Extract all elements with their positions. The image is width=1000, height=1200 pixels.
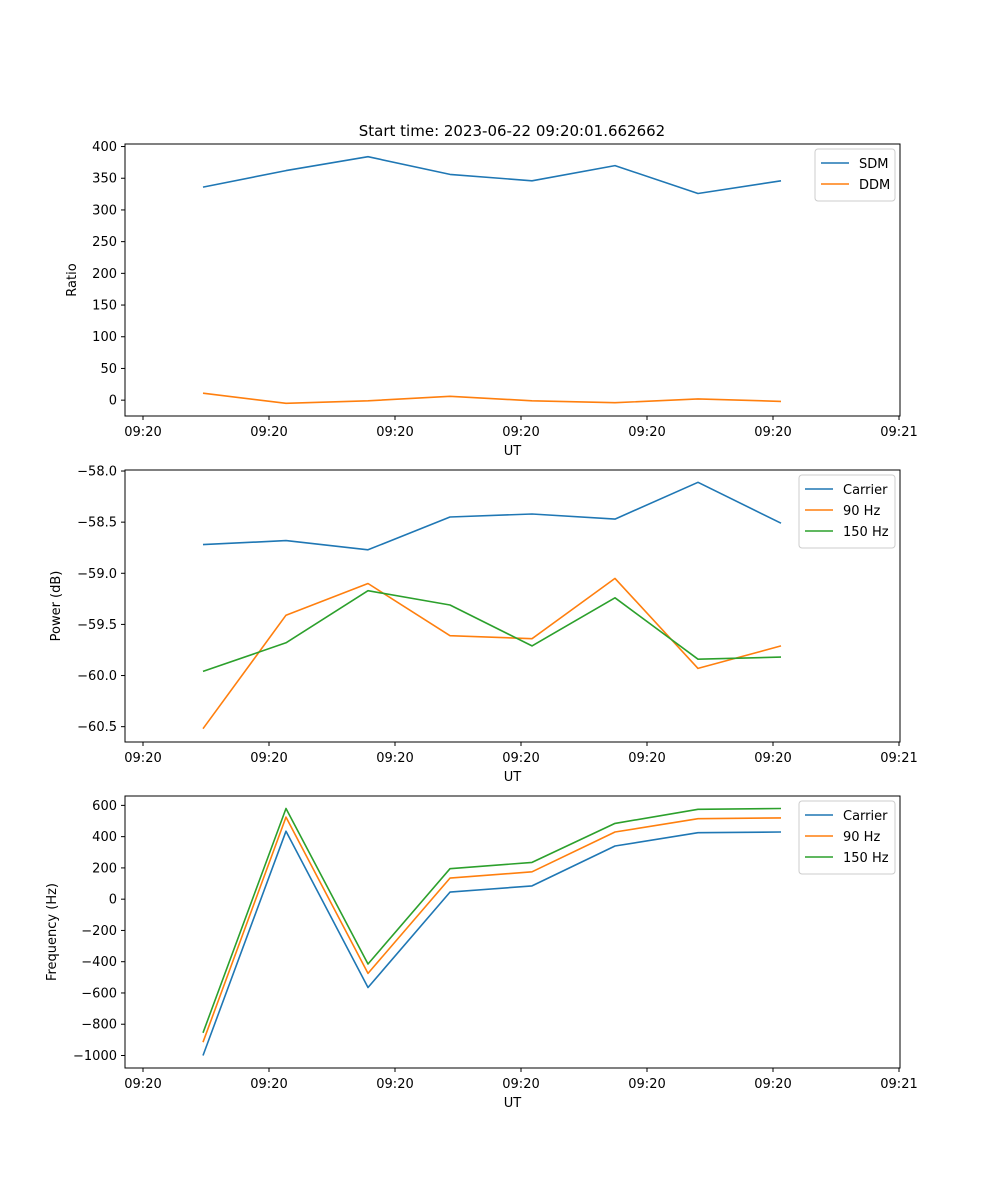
y-tick-label: −58.5 bbox=[77, 516, 117, 531]
series-line-carrier bbox=[202, 830, 782, 1056]
legend-label: 90 Hz bbox=[843, 504, 880, 519]
x-tick-label: 09:20 bbox=[376, 425, 413, 440]
y-tick-label: 400 bbox=[92, 830, 117, 845]
y-tick-label: −800 bbox=[81, 1018, 117, 1033]
legend-label: Carrier bbox=[843, 483, 888, 498]
x-axis-label: UT bbox=[504, 444, 522, 459]
plot-frame bbox=[124, 143, 901, 417]
legend-label: Carrier bbox=[843, 809, 888, 824]
chart-panel-1: 09:20 09:20 09:20 09:20 09:20 09:20 09:21 0 50 10… bbox=[65, 140, 918, 459]
legend: Carrier 90 Hz 150 Hz bbox=[798, 474, 896, 549]
series-line-carrier bbox=[202, 481, 782, 551]
x-tick-label: 09:21 bbox=[880, 1077, 917, 1092]
y-tick-label: −59.5 bbox=[77, 618, 117, 633]
series-line-90-hz bbox=[202, 816, 782, 1043]
series-line-90-hz bbox=[202, 577, 782, 730]
x-tick-label: 09:20 bbox=[754, 751, 791, 766]
panels: 09:20 09:20 09:20 09:20 09:20 09:20 09:21 0 50 10… bbox=[45, 140, 918, 1111]
legend-box bbox=[798, 800, 896, 875]
x-axis-label: UT bbox=[504, 1096, 522, 1111]
y-tick-label: 250 bbox=[92, 235, 117, 250]
series-line-ddm bbox=[202, 392, 782, 405]
y-tick-label: −60.0 bbox=[77, 669, 117, 684]
y-tick-label: 200 bbox=[92, 861, 117, 876]
x-tick-label: 09:20 bbox=[754, 1077, 791, 1092]
x-tick-label: 09:20 bbox=[754, 425, 791, 440]
legend-box bbox=[798, 474, 896, 549]
x-tick-label: 09:20 bbox=[250, 751, 287, 766]
series-line-sdm bbox=[202, 155, 782, 195]
x-tick-label: 09:20 bbox=[502, 425, 539, 440]
y-tick-label: 600 bbox=[92, 799, 117, 814]
y-tick-label: −1000 bbox=[73, 1049, 117, 1064]
y-tick-label: 350 bbox=[92, 172, 117, 187]
legend-label: 90 Hz bbox=[843, 830, 880, 845]
x-tick-label: 09:21 bbox=[880, 425, 917, 440]
x-tick-label: 09:20 bbox=[124, 751, 161, 766]
legend: Carrier 90 Hz 150 Hz bbox=[798, 800, 896, 875]
y-tick-label: 400 bbox=[92, 140, 117, 155]
y-tick-label: 300 bbox=[92, 203, 117, 218]
legend-box bbox=[814, 148, 896, 202]
y-axis-label: Ratio bbox=[65, 263, 80, 296]
y-tick-label: −600 bbox=[81, 986, 117, 1001]
y-tick-label: −58.0 bbox=[77, 465, 117, 480]
legend-label: 150 Hz bbox=[843, 851, 889, 866]
x-tick-label: 09:20 bbox=[250, 1077, 287, 1092]
series-line-150-hz bbox=[202, 589, 782, 673]
x-tick-label: 09:20 bbox=[376, 751, 413, 766]
x-tick-label: 09:20 bbox=[502, 751, 539, 766]
series-line-150-hz bbox=[202, 807, 782, 1034]
x-axis-label: UT bbox=[504, 770, 522, 785]
chart-title: Start time: 2023-06-22 09:20:01.662662 bbox=[359, 122, 665, 140]
x-tick-label: 09:21 bbox=[880, 751, 917, 766]
chart-panel-3: 09:20 09:20 09:20 09:20 09:20 09:20 09:21 −1000… bbox=[45, 795, 918, 1111]
y-tick-label: 200 bbox=[92, 267, 117, 282]
y-tick-label: 0 bbox=[109, 893, 117, 908]
y-tick-label: 100 bbox=[92, 330, 117, 345]
y-tick-label: −400 bbox=[81, 955, 117, 970]
plot-frame bbox=[124, 795, 901, 1069]
x-tick-label: 09:20 bbox=[124, 425, 161, 440]
y-tick-label: 0 bbox=[109, 394, 117, 409]
y-tick-label: 50 bbox=[100, 362, 117, 377]
x-tick-label: 09:20 bbox=[628, 1077, 665, 1092]
x-tick-label: 09:20 bbox=[628, 425, 665, 440]
y-tick-label: 150 bbox=[92, 299, 117, 314]
x-tick-label: 09:20 bbox=[124, 1077, 161, 1092]
chart-panel-2: 09:20 09:20 09:20 09:20 09:20 09:20 09:21 −60.5… bbox=[49, 465, 918, 785]
legend-label: SDM bbox=[859, 157, 888, 172]
legend-label: 150 Hz bbox=[843, 525, 889, 540]
x-tick-label: 09:20 bbox=[502, 1077, 539, 1092]
y-axis-label: Power (dB) bbox=[49, 571, 64, 642]
x-tick-label: 09:20 bbox=[250, 425, 287, 440]
x-tick-label: 09:20 bbox=[376, 1077, 413, 1092]
legend-label: DDM bbox=[859, 178, 890, 193]
plot-frame bbox=[124, 469, 901, 743]
x-tick-label: 09:20 bbox=[628, 751, 665, 766]
y-axis-label: Frequency (Hz) bbox=[45, 883, 60, 981]
legend: SDM DDM bbox=[814, 148, 896, 202]
y-tick-label: −200 bbox=[81, 924, 117, 939]
y-tick-label: −59.0 bbox=[77, 567, 117, 582]
y-tick-label: −60.5 bbox=[77, 720, 117, 735]
